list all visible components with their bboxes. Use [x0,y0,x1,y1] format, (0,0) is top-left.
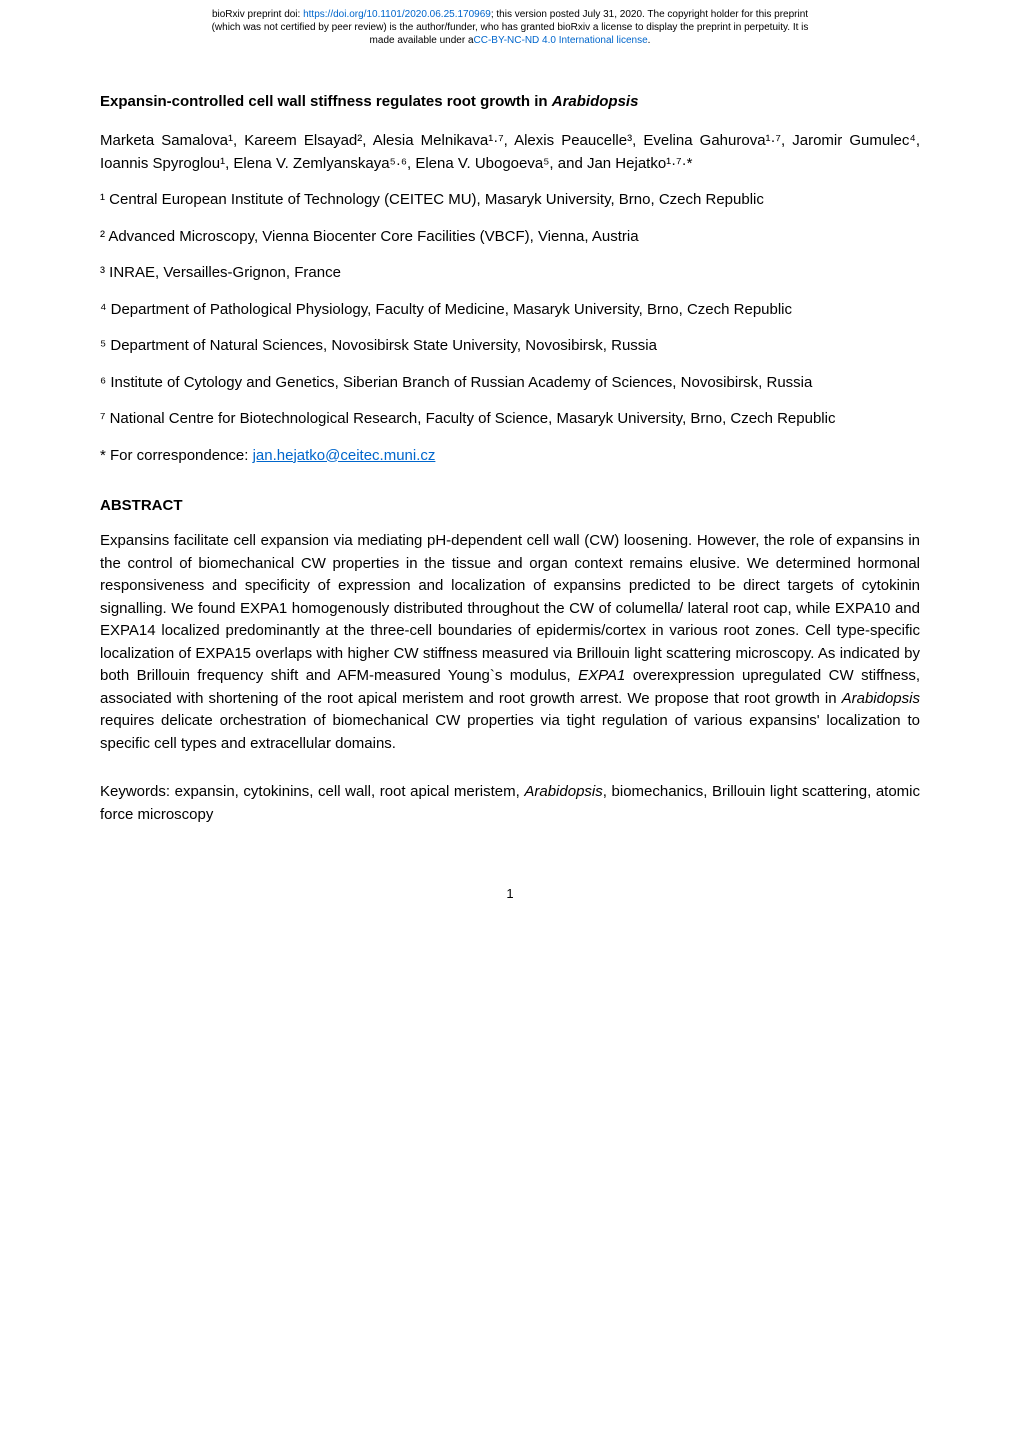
abstract-body: Expansins facilitate cell expansion via … [100,530,920,755]
abstract-italic2: Arabidopsis [842,690,920,707]
affiliation-2: ² Advanced Microscopy, Vienna Biocenter … [100,226,920,249]
abstract-heading: ABSTRACT [100,497,920,514]
affiliation-3: ³ INRAE, Versailles-Grignon, France [100,262,920,285]
keywords-italic: Arabidopsis [524,783,602,800]
title-italic: Arabidopsis [552,93,639,110]
affiliation-1: ¹ Central European Institute of Technolo… [100,189,920,212]
header-line1-suffix: ; this version posted July 31, 2020. The… [491,9,808,20]
license-link[interactable]: CC-BY-NC-ND 4.0 International license [474,35,648,46]
header-line3-prefix: made available under a [370,35,474,46]
header-line1-prefix: bioRxiv preprint doi: [212,9,303,20]
author-list: Marketa Samalova¹, Kareem Elsayad², Ales… [100,130,920,175]
correspondence: * For correspondence: jan.hejatko@ceitec… [100,445,920,468]
affiliation-7: ⁷ National Centre for Biotechnological R… [100,408,920,431]
paper-content: Expansin-controlled cell wall stiffness … [0,51,1020,941]
affiliation-4: ⁴ Department of Pathological Physiology,… [100,299,920,322]
header-line2: (which was not certified by peer review)… [212,22,809,33]
abstract-italic1: EXPA1 [578,667,625,684]
doi-link[interactable]: https://doi.org/10.1101/2020.06.25.17096… [303,9,491,20]
keywords-part1: Keywords: expansin, cytokinins, cell wal… [100,783,524,800]
keywords: Keywords: expansin, cytokinins, cell wal… [100,781,920,826]
preprint-header: bioRxiv preprint doi: https://doi.org/10… [0,0,1020,51]
abstract-part3: requires delicate orchestration of biome… [100,712,920,752]
header-line3-suffix: . [648,35,651,46]
affiliation-6: ⁶ Institute of Cytology and Genetics, Si… [100,372,920,395]
title-main: Expansin-controlled cell wall stiffness … [100,93,552,110]
paper-title: Expansin-controlled cell wall stiffness … [100,91,920,112]
affiliation-5: ⁵ Department of Natural Sciences, Novosi… [100,335,920,358]
correspondence-email[interactable]: jan.hejatko@ceitec.muni.cz [253,447,436,464]
correspondence-prefix: * For correspondence: [100,447,253,464]
page-number: 1 [100,886,920,901]
abstract-part1: Expansins facilitate cell expansion via … [100,532,920,684]
